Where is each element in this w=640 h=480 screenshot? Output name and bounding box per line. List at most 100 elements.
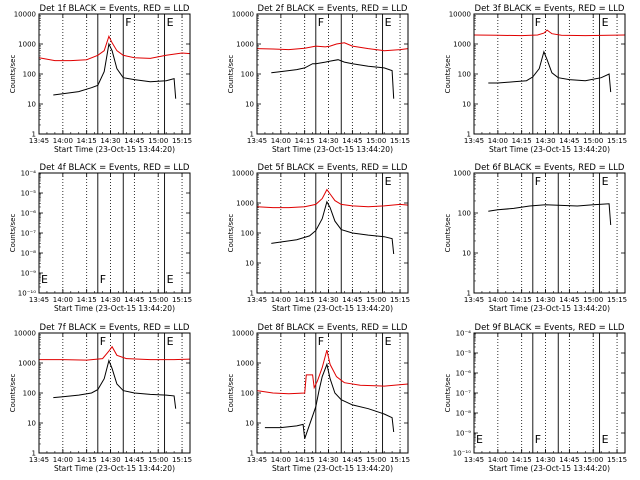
y-tick-label: 10⁻⁷ xyxy=(21,230,37,238)
marker-label: F xyxy=(100,273,106,286)
y-tick-label: 1 xyxy=(32,131,36,139)
x-tick-label: 14:45 xyxy=(124,456,144,464)
plot-frame xyxy=(256,332,409,454)
marker-label: E xyxy=(476,433,483,446)
chart-panel: Det 4f BLACK = Events, RED = LLD Start Ti… xyxy=(9,163,192,313)
y-tick-label: 100 xyxy=(241,230,254,238)
y-tick-label: 10⁻⁹ xyxy=(21,270,37,278)
x-tick-label: 14:30 xyxy=(535,137,555,145)
marker-label: F xyxy=(100,335,106,348)
series-line-lld xyxy=(473,29,626,37)
marker-label: E xyxy=(385,175,392,188)
x-tick-label: 14:30 xyxy=(318,137,338,145)
y-tick-label: 10 xyxy=(245,420,254,428)
chart-title: Det 6f BLACK = Events, RED = LLD xyxy=(475,163,625,173)
y-axis-label: Counts/sec xyxy=(9,374,17,413)
x-tick-label: 14:00 xyxy=(53,296,73,304)
x-tick-label: 14:00 xyxy=(271,137,291,145)
x-tick-label: 15:00 xyxy=(583,456,603,464)
x-tick-label: 14:30 xyxy=(100,296,120,304)
series-line-events xyxy=(53,359,177,409)
y-tick-label: 10000 xyxy=(449,11,471,19)
chart-panel: Det 5f BLACK = Events, RED = LLD Start Ti… xyxy=(227,163,410,313)
x-tick-label: 15:00 xyxy=(583,296,603,304)
marker-label: F xyxy=(535,175,541,188)
chart-title: Det 3f BLACK = Events, RED = LLD xyxy=(475,4,625,14)
marker-label: F xyxy=(535,433,541,446)
x-tick-label: 15:15 xyxy=(172,296,192,304)
x-tick-label: 14:30 xyxy=(318,296,338,304)
y-tick-label: 10⁻⁶ xyxy=(456,370,472,378)
series-line-events xyxy=(488,203,612,226)
x-tick-label: 15:15 xyxy=(607,296,627,304)
y-tick-label: 10⁻⁸ xyxy=(456,410,472,418)
marker-label: E xyxy=(385,335,392,348)
chart-panel: Det 7f BLACK = Events, RED = LLD Start Ti… xyxy=(9,323,192,473)
y-tick-label: 10⁻¹⁰ xyxy=(453,450,471,458)
plot-frame xyxy=(473,13,626,135)
x-tick-label: 14:30 xyxy=(318,456,338,464)
y-tick-label: 100 xyxy=(23,71,36,79)
x-tick-label: 14:30 xyxy=(100,456,120,464)
chart-panel: Det 3f BLACK = Events, RED = LLD Start Ti… xyxy=(444,4,627,154)
plot-frame xyxy=(256,13,409,135)
x-tick-label: 14:45 xyxy=(559,456,579,464)
chart-title: Det 9f BLACK = Events, RED = LLD xyxy=(475,323,625,333)
x-axis-label: Start Time (23-Oct-15 13:44:20) xyxy=(272,304,393,313)
y-axis-label: Counts/sec xyxy=(444,55,452,94)
x-axis-label: Start Time (23-Oct-15 13:44:20) xyxy=(54,145,175,154)
x-tick-label: 15:15 xyxy=(172,137,192,145)
x-axis-label: Start Time (23-Oct-15 13:44:20) xyxy=(489,145,610,154)
x-tick-label: 14:00 xyxy=(488,296,508,304)
chart-title: Det 1f BLACK = Events, RED = LLD xyxy=(40,4,190,14)
y-tick-label: 10000 xyxy=(14,330,36,338)
y-tick-label: 10000 xyxy=(232,330,254,338)
y-tick-label: 1 xyxy=(250,450,254,458)
x-tick-label: 14:15 xyxy=(512,456,532,464)
x-tick-label: 14:15 xyxy=(77,137,97,145)
x-tick-label: 14:15 xyxy=(77,456,97,464)
x-tick-label: 13:45 xyxy=(464,456,484,464)
y-axis-label: Counts/sec xyxy=(227,55,235,94)
y-tick-label: 1 xyxy=(250,131,254,139)
y-tick-label: 1 xyxy=(467,290,471,298)
series-line-lld xyxy=(256,349,409,395)
x-tick-label: 14:45 xyxy=(559,137,579,145)
plot-frame xyxy=(38,332,191,454)
y-tick-label: 10 xyxy=(27,101,36,109)
marker-label: E xyxy=(167,273,174,286)
x-tick-label: 13:45 xyxy=(29,296,49,304)
y-tick-label: 1000 xyxy=(236,360,254,368)
y-axis-label: Counts/sec xyxy=(9,214,17,253)
chart-title: Det 4f BLACK = Events, RED = LLD xyxy=(40,163,190,173)
x-tick-label: 15:15 xyxy=(607,456,627,464)
y-tick-label: 10000 xyxy=(14,11,36,19)
chart-panel: Det 9f BLACK = Events, RED = LLD Start Ti… xyxy=(444,323,627,473)
y-tick-label: 1000 xyxy=(236,200,254,208)
y-axis-label: Counts/sec xyxy=(444,374,452,413)
plot-frame xyxy=(38,13,191,135)
y-tick-label: 10⁻⁹ xyxy=(456,430,472,438)
y-tick-label: 1000 xyxy=(236,41,254,49)
y-tick-label: 1 xyxy=(250,290,254,298)
y-tick-label: 10 xyxy=(27,420,36,428)
x-tick-label: 14:15 xyxy=(295,137,315,145)
x-tick-label: 14:00 xyxy=(53,456,73,464)
y-axis-label: Counts/sec xyxy=(227,214,235,253)
chart-panel: Det 2f BLACK = Events, RED = LLD Start Ti… xyxy=(227,4,410,154)
x-tick-label: 15:15 xyxy=(607,137,627,145)
x-tick-label: 13:45 xyxy=(247,296,267,304)
x-tick-label: 15:00 xyxy=(583,137,603,145)
x-tick-label: 14:45 xyxy=(342,137,362,145)
y-axis-label: Counts/sec xyxy=(227,374,235,413)
x-tick-label: 13:45 xyxy=(464,296,484,304)
x-tick-label: 13:45 xyxy=(247,137,267,145)
chart-panel: Det 6f BLACK = Events, RED = LLD Start Ti… xyxy=(444,163,627,313)
marker-label: E xyxy=(385,16,392,29)
x-axis-label: Start Time (23-Oct-15 13:44:20) xyxy=(54,464,175,473)
x-tick-label: 15:00 xyxy=(366,296,386,304)
series-line-lld xyxy=(256,42,409,52)
marker-label: F xyxy=(318,16,324,29)
y-tick-label: 1 xyxy=(32,450,36,458)
